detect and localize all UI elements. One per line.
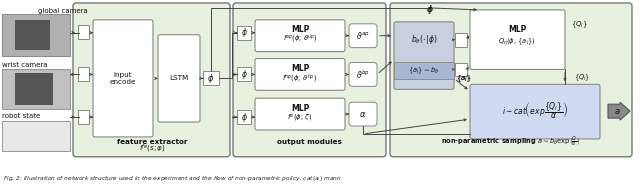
Text: $\alpha$: $\alpha$ xyxy=(359,110,367,119)
Bar xyxy=(203,71,219,85)
Text: MLP: MLP xyxy=(291,104,309,113)
Bar xyxy=(15,20,50,50)
Bar xyxy=(15,73,53,105)
Bar xyxy=(394,61,454,79)
Text: $f^{ap}(\phi;\,\vartheta^{up})$: $f^{ap}(\phi;\,\vartheta^{up})$ xyxy=(282,34,317,45)
Text: $Q_\eta(\phi,\,\{a_i\})$: $Q_\eta(\phi,\,\{a_i\})$ xyxy=(498,37,536,48)
Bar xyxy=(2,69,70,109)
Bar xyxy=(237,68,251,81)
FancyBboxPatch shape xyxy=(349,24,377,48)
Bar xyxy=(455,33,467,47)
Text: $i{\sim}cat\!\left(\,exp\dfrac{\{Q_i\}}{\alpha}\right)$: $i{\sim}cat\!\left(\,exp\dfrac{\{Q_i\}}{… xyxy=(502,101,568,121)
Bar xyxy=(78,25,89,39)
Text: output modules: output modules xyxy=(276,139,341,145)
Text: feature extractor: feature extractor xyxy=(116,139,188,145)
Bar xyxy=(2,14,70,56)
Bar xyxy=(2,14,70,56)
FancyBboxPatch shape xyxy=(255,20,345,52)
Text: non-parametric sampling $a{\sim}b_\theta\exp\!\left(\frac{Q}{\alpha}\right)$: non-parametric sampling $a{\sim}b_\theta… xyxy=(442,135,580,149)
Text: robot state: robot state xyxy=(2,113,40,119)
Text: $\phi$: $\phi$ xyxy=(426,3,434,16)
Text: $\{Q_i\}$: $\{Q_i\}$ xyxy=(572,20,589,30)
Text: global camera: global camera xyxy=(38,8,88,14)
FancyBboxPatch shape xyxy=(255,98,345,130)
Text: wrist camera: wrist camera xyxy=(2,61,47,68)
Text: $\vartheta^{ap}$: $\vartheta^{ap}$ xyxy=(356,30,370,41)
FancyBboxPatch shape xyxy=(255,59,345,90)
FancyArrow shape xyxy=(608,102,630,120)
Text: $a$: $a$ xyxy=(614,107,620,116)
Text: $\{a_i\}$: $\{a_i\}$ xyxy=(456,73,472,84)
Bar xyxy=(78,68,89,81)
Text: $\phi$: $\phi$ xyxy=(241,68,248,81)
Text: LSTM: LSTM xyxy=(170,75,189,81)
FancyBboxPatch shape xyxy=(470,10,565,69)
Text: Fig. 2: Illustration of network structure used in the experiment and the flow of: Fig. 2: Illustration of network structur… xyxy=(3,174,342,183)
Text: $f^{\alpha}(\phi;\,\zeta)$: $f^{\alpha}(\phi;\,\zeta)$ xyxy=(287,113,312,124)
FancyBboxPatch shape xyxy=(390,3,632,157)
FancyBboxPatch shape xyxy=(349,63,377,86)
FancyBboxPatch shape xyxy=(93,20,153,137)
Text: $\phi$: $\phi$ xyxy=(427,3,433,16)
Text: $\phi$: $\phi$ xyxy=(241,111,248,124)
Bar xyxy=(237,26,251,40)
Text: MLP: MLP xyxy=(508,25,526,34)
Text: $\vartheta^{bp}$: $\vartheta^{bp}$ xyxy=(356,68,370,81)
Bar xyxy=(237,110,251,124)
FancyBboxPatch shape xyxy=(233,3,386,157)
Text: $f^{hp}(\phi;\,\vartheta^{hp})$: $f^{hp}(\phi;\,\vartheta^{hp})$ xyxy=(282,72,317,84)
Text: $\{a_i\}{\sim}b_\theta$: $\{a_i\}{\sim}b_\theta$ xyxy=(408,65,440,76)
Text: $\{a_i\}$: $\{a_i\}$ xyxy=(456,73,472,84)
Bar xyxy=(2,121,70,151)
Text: MLP: MLP xyxy=(291,64,309,73)
FancyBboxPatch shape xyxy=(73,3,230,157)
Bar xyxy=(2,14,70,56)
Bar xyxy=(78,110,89,124)
Text: $\{Q_i\}$: $\{Q_i\}$ xyxy=(574,72,590,83)
Text: $\phi$: $\phi$ xyxy=(241,26,248,39)
Text: $b_\theta(\cdot\,|\phi)$: $b_\theta(\cdot\,|\phi)$ xyxy=(410,33,438,46)
FancyBboxPatch shape xyxy=(349,102,377,126)
Text: input
encode: input encode xyxy=(109,72,136,85)
FancyBboxPatch shape xyxy=(470,84,600,139)
FancyBboxPatch shape xyxy=(394,22,454,89)
Text: $f^{fe}(s;\varphi)$: $f^{fe}(s;\varphi)$ xyxy=(139,143,165,155)
Text: MLP: MLP xyxy=(291,25,309,34)
Bar xyxy=(455,63,467,76)
Text: $\phi$: $\phi$ xyxy=(207,72,214,85)
FancyBboxPatch shape xyxy=(158,35,200,122)
